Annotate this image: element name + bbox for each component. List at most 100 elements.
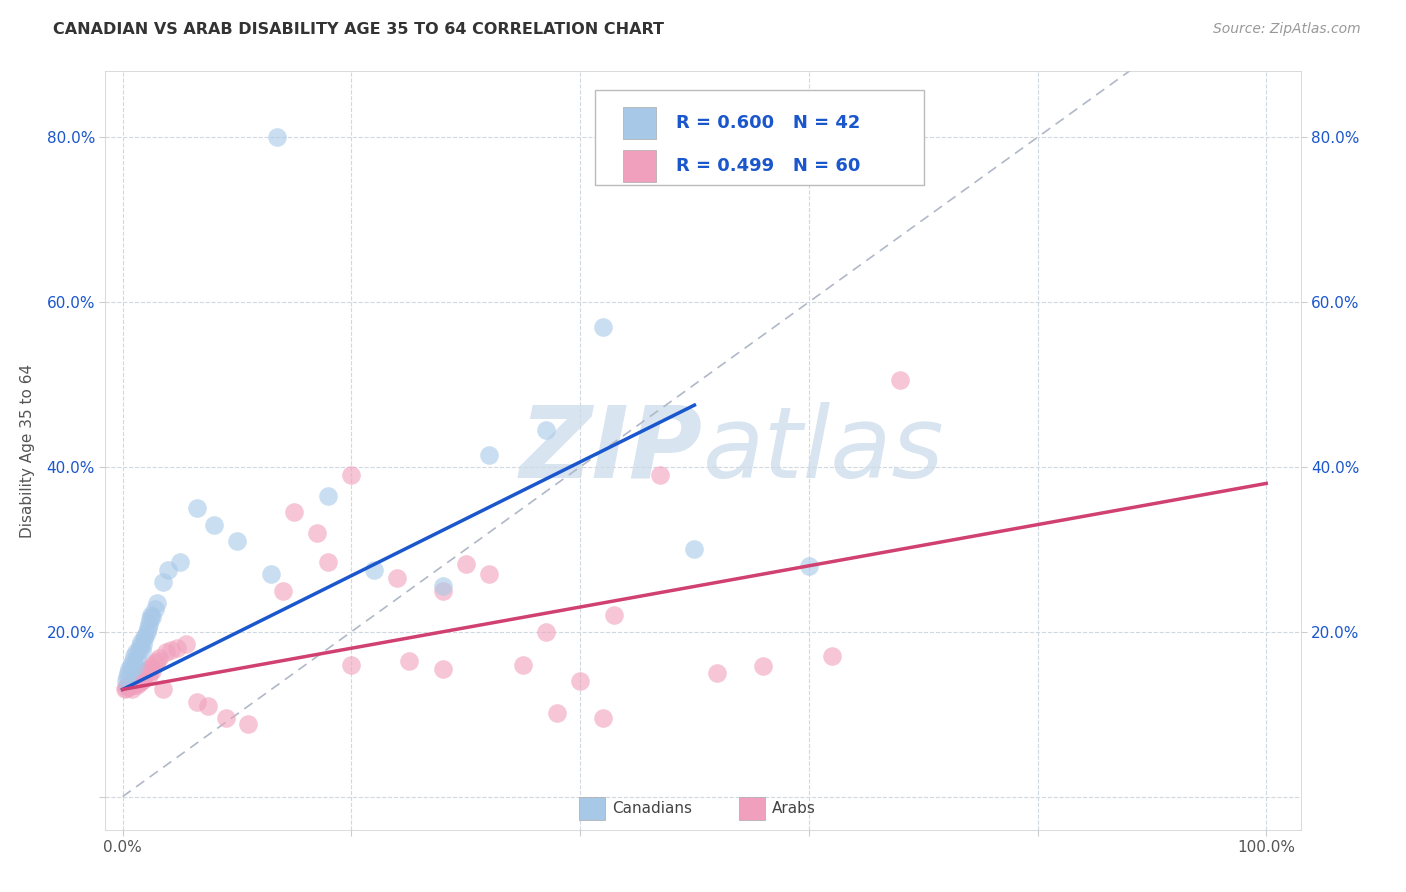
Point xyxy=(266,130,288,145)
Point xyxy=(122,674,145,689)
Point xyxy=(152,682,174,697)
Point xyxy=(477,567,499,582)
Point xyxy=(202,517,225,532)
Text: CANADIAN VS ARAB DISABILITY AGE 35 TO 64 CORRELATION CHART: CANADIAN VS ARAB DISABILITY AGE 35 TO 64… xyxy=(53,22,665,37)
Point xyxy=(138,616,160,631)
Point xyxy=(122,678,145,692)
Point xyxy=(129,634,152,648)
Point xyxy=(141,610,163,624)
Point xyxy=(128,676,150,690)
Point xyxy=(117,677,139,691)
Point xyxy=(706,665,728,680)
Point xyxy=(363,563,385,577)
Point xyxy=(146,596,169,610)
Point xyxy=(141,608,163,623)
Point xyxy=(398,654,420,668)
FancyBboxPatch shape xyxy=(596,90,924,186)
Point xyxy=(128,639,150,653)
Point xyxy=(318,555,340,569)
Point xyxy=(166,641,188,656)
Point xyxy=(139,612,162,626)
Y-axis label: Disability Age 35 to 64: Disability Age 35 to 64 xyxy=(21,363,35,538)
Text: ZIP: ZIP xyxy=(520,402,703,499)
Point xyxy=(120,657,142,672)
Point xyxy=(534,423,557,437)
Point xyxy=(238,717,260,731)
Point xyxy=(115,670,138,684)
Point xyxy=(146,654,169,668)
Point xyxy=(340,657,363,672)
Point xyxy=(169,555,191,569)
Point xyxy=(132,637,155,651)
Point xyxy=(260,567,283,582)
Point xyxy=(125,645,148,659)
Point xyxy=(143,601,166,615)
Point xyxy=(152,575,174,590)
Point xyxy=(128,643,150,657)
Point xyxy=(821,649,844,664)
Point xyxy=(131,670,153,684)
Point xyxy=(121,662,143,676)
Point xyxy=(117,665,139,680)
Point xyxy=(132,673,155,687)
Point xyxy=(186,501,208,516)
Text: R = 0.600   N = 42: R = 0.600 N = 42 xyxy=(675,114,860,132)
Point xyxy=(134,667,156,681)
Point xyxy=(138,667,160,681)
Point xyxy=(534,624,557,639)
Point xyxy=(129,674,152,689)
Point xyxy=(385,571,408,585)
Point xyxy=(134,629,156,643)
FancyBboxPatch shape xyxy=(740,797,765,820)
Point xyxy=(141,659,163,673)
Point xyxy=(155,645,177,659)
Point xyxy=(125,673,148,687)
Point xyxy=(432,583,454,598)
Point xyxy=(546,706,568,720)
Point xyxy=(124,676,146,690)
Point xyxy=(752,659,775,673)
Point xyxy=(134,665,156,680)
FancyBboxPatch shape xyxy=(623,150,657,182)
Point xyxy=(120,676,142,690)
Point xyxy=(135,624,157,639)
Point xyxy=(340,468,363,483)
Point xyxy=(127,678,149,692)
Point xyxy=(592,319,614,334)
Point xyxy=(118,680,141,694)
Point xyxy=(432,662,454,676)
Point xyxy=(134,632,156,646)
Point xyxy=(592,711,614,725)
Point xyxy=(603,608,626,623)
Text: R = 0.499   N = 60: R = 0.499 N = 60 xyxy=(675,157,860,175)
Point xyxy=(157,563,180,577)
Point xyxy=(683,542,706,557)
Point xyxy=(226,534,249,549)
Text: Arabs: Arabs xyxy=(772,801,817,816)
Point xyxy=(186,695,208,709)
Point xyxy=(148,651,170,665)
Point xyxy=(648,468,671,483)
FancyBboxPatch shape xyxy=(623,107,657,139)
Point xyxy=(159,643,181,657)
Point xyxy=(271,583,294,598)
Point xyxy=(122,654,145,668)
Point xyxy=(141,664,163,678)
Point xyxy=(136,621,159,635)
Point xyxy=(512,657,534,672)
Point xyxy=(124,659,146,673)
Point xyxy=(139,665,162,679)
Point xyxy=(454,557,477,572)
Text: Source: ZipAtlas.com: Source: ZipAtlas.com xyxy=(1213,22,1361,37)
Point xyxy=(318,489,340,503)
Point xyxy=(174,637,197,651)
Point xyxy=(569,674,592,689)
Point xyxy=(136,662,159,676)
Point xyxy=(283,505,305,519)
Point xyxy=(127,651,149,665)
Point xyxy=(122,649,145,664)
Point xyxy=(477,448,499,462)
Point xyxy=(128,672,150,686)
Point xyxy=(889,373,911,387)
Point xyxy=(131,643,153,657)
